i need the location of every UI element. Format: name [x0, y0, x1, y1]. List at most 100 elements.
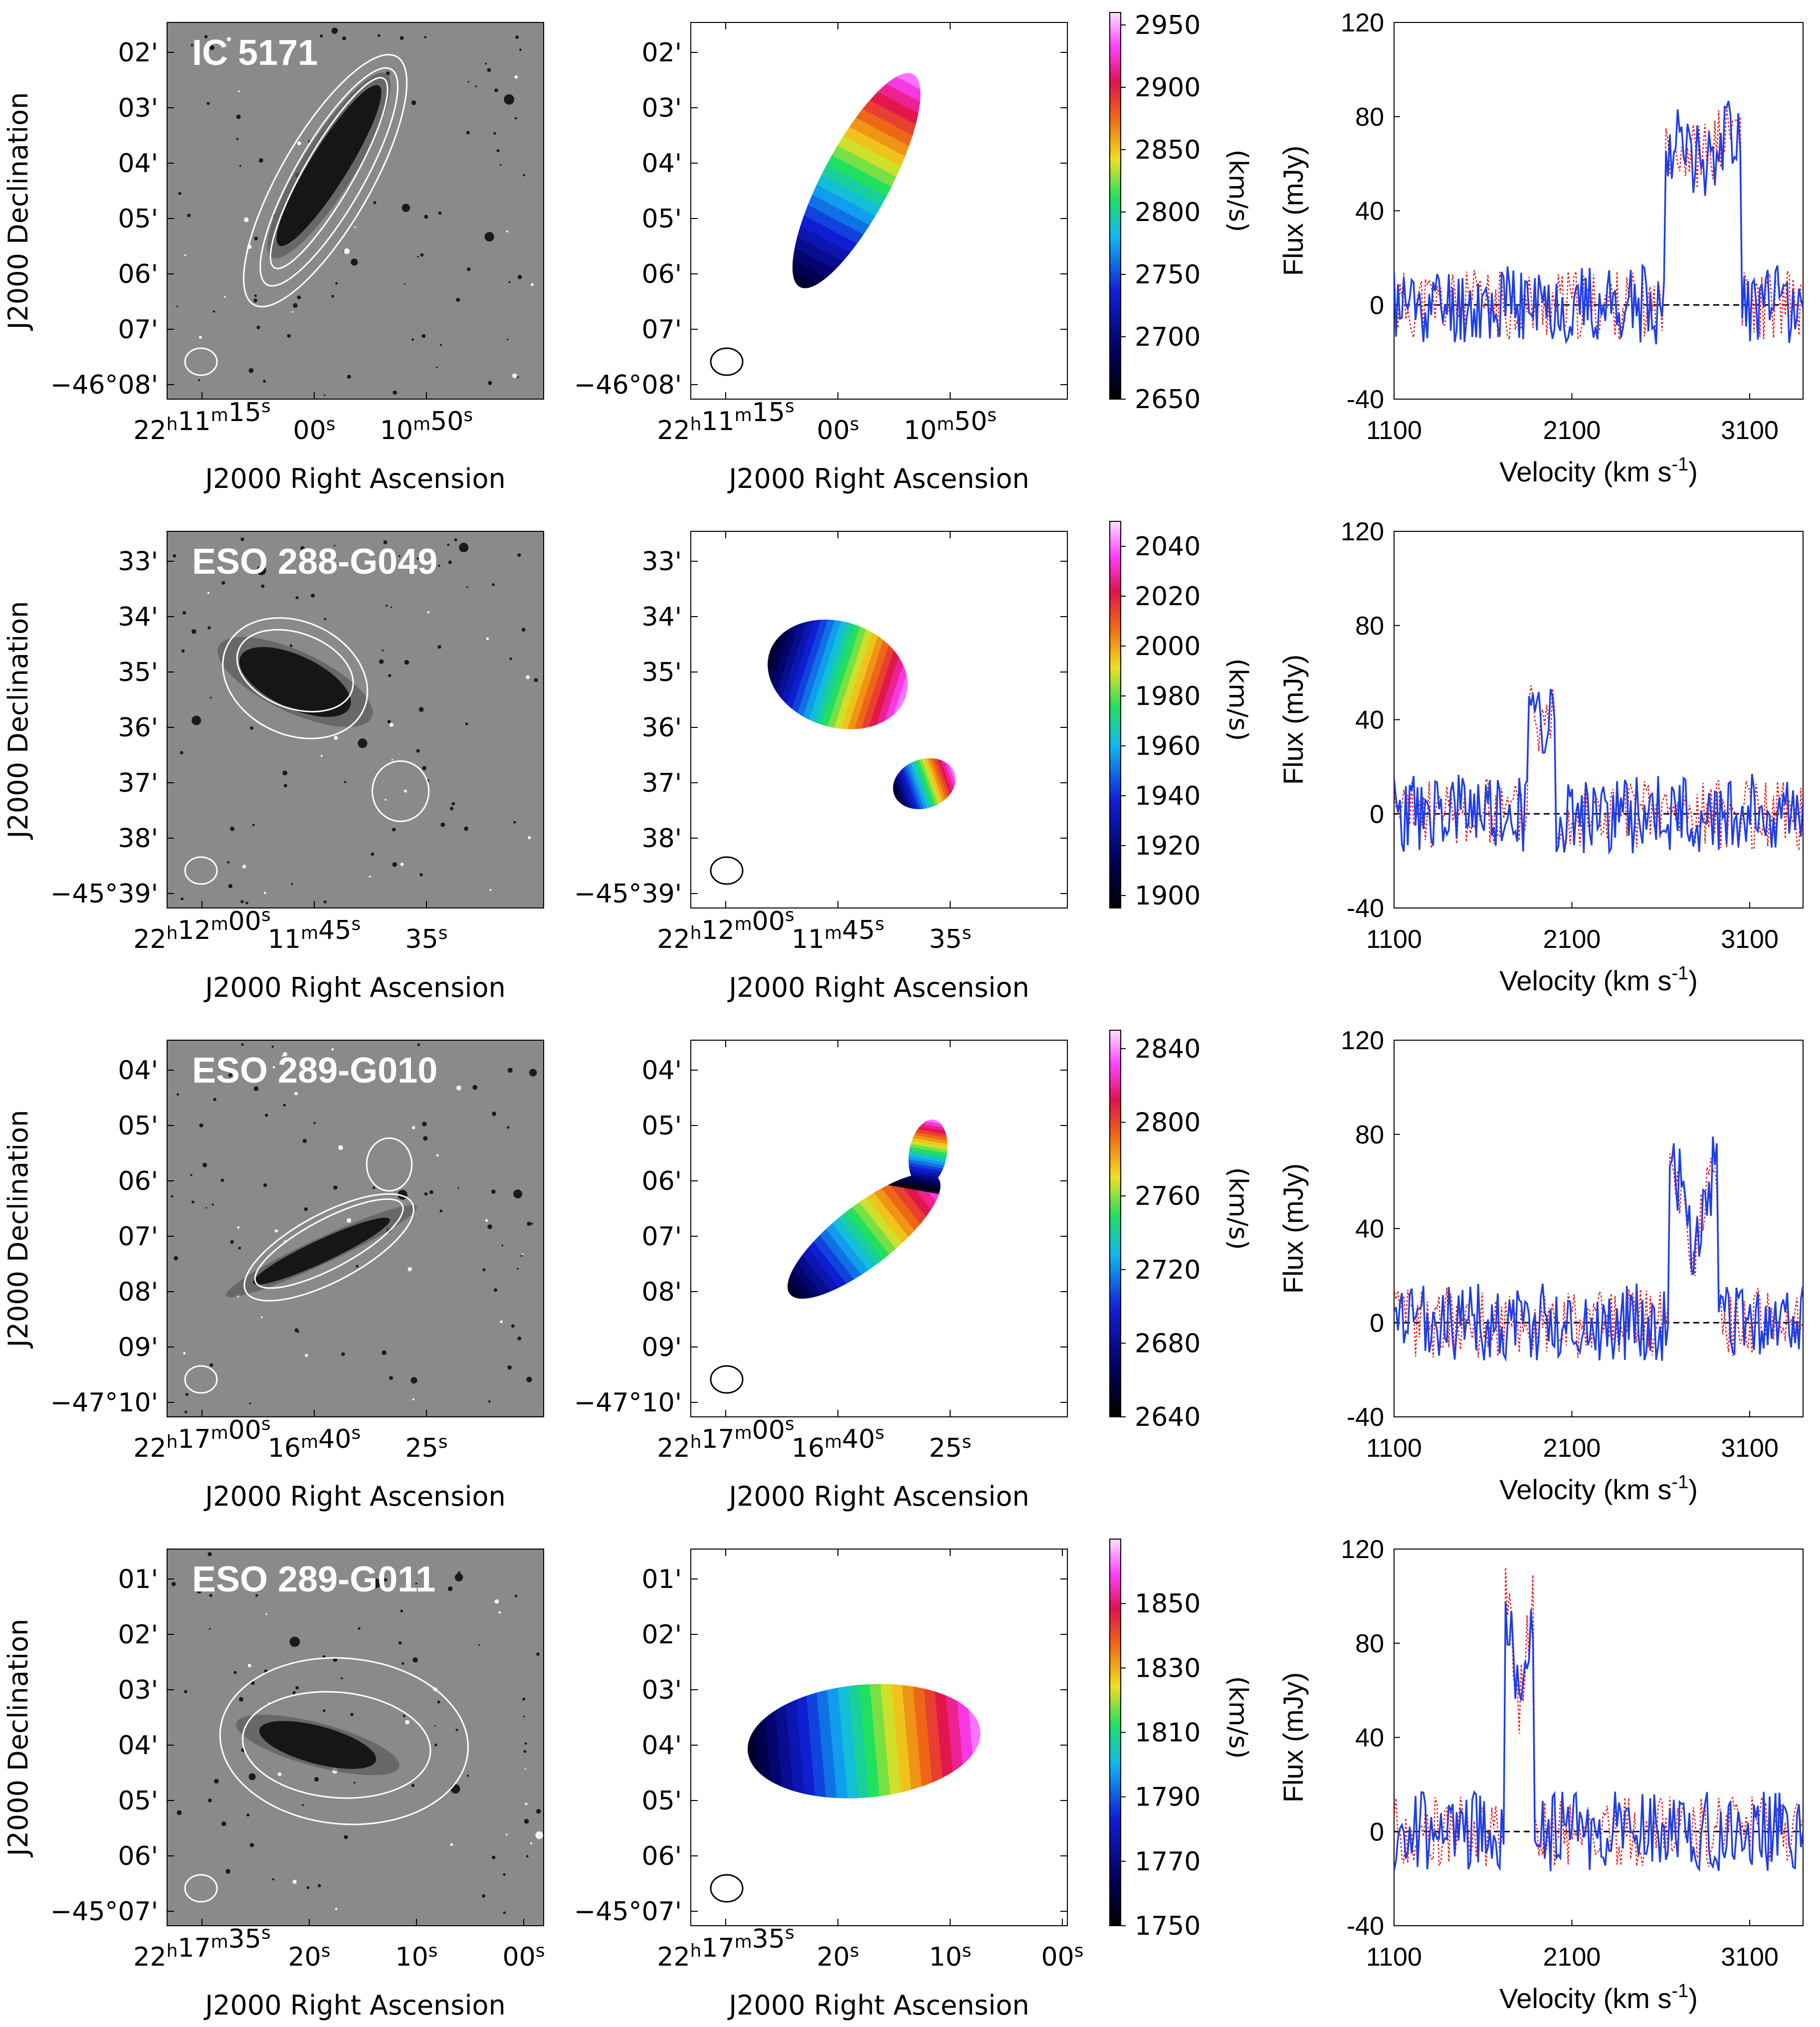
star [250, 726, 254, 730]
star [485, 1219, 488, 1222]
colorbar-gradient [1109, 1030, 1121, 1417]
star [524, 1818, 529, 1824]
star [192, 629, 197, 634]
star [417, 1043, 420, 1046]
ra-tick-label: 20s [288, 1941, 331, 1972]
star [248, 368, 254, 373]
dec-tick-label: 07' [118, 315, 158, 345]
dec-axis-label: J2000 Declination [2, 1619, 34, 1858]
star [226, 37, 231, 41]
star [282, 770, 288, 776]
beam-ellipse [184, 1874, 218, 1903]
hi-contour [222, 617, 369, 739]
dec-tick-label: 02' [118, 1620, 158, 1650]
star [199, 336, 202, 339]
hi-contour [259, 67, 399, 287]
dec-tick-label: 06' [642, 259, 682, 289]
velocity-band [904, 752, 932, 818]
velocity-band [909, 750, 938, 818]
star [389, 722, 394, 727]
star [523, 1715, 525, 1718]
colorbar-tick-label: 1770 [1135, 1847, 1201, 1877]
dec-axis-label: J2000 Declination [2, 1110, 34, 1349]
star [283, 1052, 288, 1057]
star [411, 1126, 415, 1129]
velocity-band [782, 602, 838, 742]
dec-tick-label: 35' [118, 658, 158, 687]
star [457, 1187, 459, 1189]
star [178, 192, 182, 195]
star [482, 1894, 485, 1898]
star [238, 1697, 243, 1702]
star [410, 1377, 417, 1384]
ra-tick-label: 35s [929, 923, 972, 954]
colorbar-gradient [1109, 12, 1121, 400]
star [342, 36, 346, 40]
dec-tick-label: 05' [118, 204, 158, 234]
star [522, 1253, 524, 1255]
star [177, 1093, 179, 1096]
colorbar-tick-label: 1960 [1135, 731, 1201, 761]
star [427, 611, 430, 614]
star [323, 1070, 328, 1074]
star [171, 1581, 176, 1586]
galaxy-name: ESO 288-G049 [192, 542, 437, 582]
star [373, 201, 377, 205]
star [230, 826, 235, 831]
star [440, 822, 445, 827]
ra-tick-label: 35s [405, 923, 448, 954]
star [236, 114, 241, 119]
velocity-band [770, 216, 922, 303]
star [472, 1085, 478, 1090]
velocity-band [825, 603, 882, 756]
dec-tick-label: 09' [118, 1333, 158, 1362]
velocity-band [791, 58, 943, 147]
optical-image-background [167, 22, 544, 400]
velocity-field-panel: 02' 03' 04' 05' 06' 07' −46°08'22h11m15s 00s 10m… [574, 22, 1068, 494]
dec-tick-label: 07' [118, 1222, 158, 1252]
star [439, 1209, 443, 1213]
star [389, 1375, 394, 1380]
star [341, 1352, 345, 1356]
star [350, 1713, 354, 1716]
star [507, 1068, 513, 1073]
velocity-band [776, 602, 832, 740]
star [411, 100, 416, 105]
star [225, 1869, 231, 1874]
star [509, 657, 512, 661]
star [206, 102, 210, 105]
star [209, 1363, 213, 1367]
velocity-band [901, 753, 929, 818]
star [253, 1086, 259, 1091]
dec-tick-label: 05' [118, 1786, 158, 1816]
dec-tick-label: 07' [642, 1222, 682, 1252]
y-tick-label: 120 [1341, 517, 1384, 546]
dec-tick-label: 34' [642, 602, 682, 632]
star [254, 236, 258, 240]
star [492, 1111, 496, 1116]
colorbar-tick-label: 2840 [1135, 1034, 1201, 1064]
star [506, 338, 509, 341]
star [209, 1593, 212, 1597]
velocity-band [923, 745, 951, 813]
velocity-band [795, 602, 851, 746]
star [245, 901, 248, 904]
star [488, 1400, 491, 1403]
star [526, 1855, 529, 1858]
star [454, 538, 457, 542]
star [488, 381, 492, 385]
star [211, 1587, 215, 1591]
colorbar-unit: (km/s) [1223, 659, 1253, 741]
star [255, 1594, 258, 1597]
star [467, 267, 471, 271]
dec-tick-label: 37' [642, 768, 682, 798]
colorbar-tick-label: 2750 [1135, 260, 1201, 290]
star [323, 900, 327, 903]
star [294, 1092, 298, 1096]
row-2: ESO 289-G01004'05'06'07'08'09'−47°10'22h… [2, 1026, 1804, 1512]
star [447, 1586, 453, 1591]
ra-tick-label: 16m40s [792, 1423, 884, 1463]
star [230, 1240, 234, 1244]
star [190, 1174, 193, 1176]
star [240, 900, 244, 903]
